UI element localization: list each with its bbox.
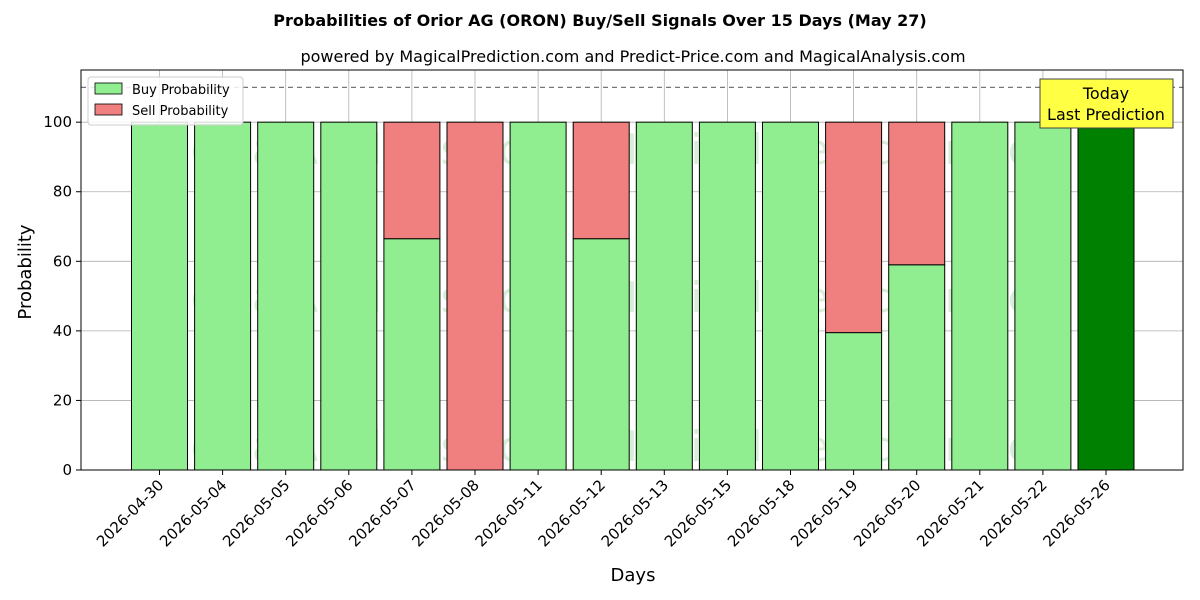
plot-frame — [80, 69, 1184, 471]
bar-sell-2026-05-12 — [572, 121, 630, 240]
bar-buy-2026-05-12 — [572, 238, 630, 471]
bar-buy-2026-05-07 — [383, 238, 441, 471]
x-tick-label-2026-05-05: 2026-05-05 — [219, 476, 293, 550]
bar-sell-2026-05-07 — [383, 121, 441, 240]
bar-buy-2026-05-20 — [888, 264, 946, 471]
x-tick-label-2026-05-21: 2026-05-21 — [913, 476, 987, 550]
y-tick-label-60: 60 — [53, 252, 72, 270]
x-tick-label-2026-05-04: 2026-05-04 — [156, 476, 230, 550]
x-tick-label-2026-05-12: 2026-05-12 — [535, 476, 609, 550]
today-annotation: Today Last Prediction — [1039, 78, 1174, 129]
bar-buy-2026-05-04 — [194, 121, 252, 471]
x-tick-label-2026-05-19: 2026-05-19 — [787, 476, 861, 550]
x-tick-label-2026-05-13: 2026-05-13 — [598, 476, 672, 550]
x-tick-label-2026-05-22: 2026-05-22 — [976, 476, 1050, 550]
y-ticks: 0 20 40 60 80 100 — [43, 113, 81, 479]
bar-buy-2026-05-26 — [1077, 121, 1135, 471]
bars — [131, 121, 1135, 471]
y-tick-label-80: 80 — [53, 183, 72, 201]
bar-buy-2026-05-13 — [635, 121, 693, 471]
x-tick-label-2026-05-26: 2026-05-26 — [1039, 476, 1113, 550]
x-ticks: 2026-04-302026-05-042026-05-052026-05-06… — [93, 470, 1114, 550]
y-tick-label-100: 100 — [43, 113, 72, 131]
annotation-box — [1039, 78, 1174, 129]
legend-swatch-buy — [94, 82, 123, 95]
x-tick-label-2026-05-20: 2026-05-20 — [850, 476, 924, 550]
bar-buy-2026-05-15 — [698, 121, 756, 471]
legend-label-buy: Buy Probability — [132, 83, 230, 98]
bar-sell-2026-05-19 — [825, 121, 883, 334]
y-tick-label-20: 20 — [53, 391, 72, 409]
x-tick-label-2026-05-08: 2026-05-08 — [408, 476, 482, 550]
bar-buy-2026-05-21 — [951, 121, 1009, 471]
y-axis-label: Probability — [15, 224, 36, 319]
x-tick-label-2026-05-11: 2026-05-11 — [472, 476, 546, 550]
bar-buy-2026-05-06 — [320, 121, 378, 471]
bar-sell-2026-05-20 — [888, 121, 946, 266]
x-tick-label-2026-05-06: 2026-05-06 — [282, 476, 356, 550]
legend-label-sell: Sell Probability — [132, 104, 229, 119]
x-tick-label-2026-05-15: 2026-05-15 — [661, 476, 735, 550]
x-axis-label: Days — [611, 565, 656, 586]
bar-buy-2026-05-05 — [257, 121, 315, 471]
bar-buy-2026-04-30 — [131, 121, 188, 471]
bar-buy-2026-05-19 — [825, 332, 883, 471]
y-tick-label-0: 0 — [62, 461, 72, 479]
x-tick-label-2026-05-18: 2026-05-18 — [724, 476, 798, 550]
legend-swatch-sell — [94, 103, 123, 116]
legend-box — [87, 76, 244, 126]
chart-title: Probabilities of Orior AG (ORON) Buy/Sel… — [273, 11, 926, 30]
annotation-line-2: Last Prediction — [1047, 105, 1165, 124]
x-tick-label-2026-04-30: 2026-04-30 — [93, 476, 167, 550]
bar-sell-2026-05-08 — [446, 121, 504, 471]
bar-buy-2026-05-22 — [1014, 121, 1072, 471]
y-tick-label-40: 40 — [53, 322, 72, 340]
bar-buy-2026-05-18 — [762, 121, 819, 471]
annotation-line-1: Today — [1082, 84, 1129, 103]
chart-subtitle: powered by MagicalPrediction.com and Pre… — [300, 47, 965, 66]
x-tick-label-2026-05-07: 2026-05-07 — [345, 476, 419, 550]
bar-buy-2026-05-11 — [509, 121, 567, 471]
legend: Buy Probability Sell Probability — [87, 76, 244, 126]
